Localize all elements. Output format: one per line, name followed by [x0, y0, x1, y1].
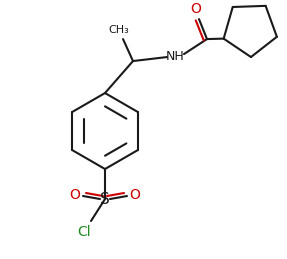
Text: CH₃: CH₃: [109, 25, 129, 35]
Text: S: S: [100, 191, 110, 206]
Text: O: O: [191, 2, 201, 16]
Text: O: O: [69, 188, 80, 202]
Text: O: O: [129, 188, 140, 202]
Text: NH: NH: [166, 49, 184, 63]
Text: Cl: Cl: [77, 225, 91, 239]
